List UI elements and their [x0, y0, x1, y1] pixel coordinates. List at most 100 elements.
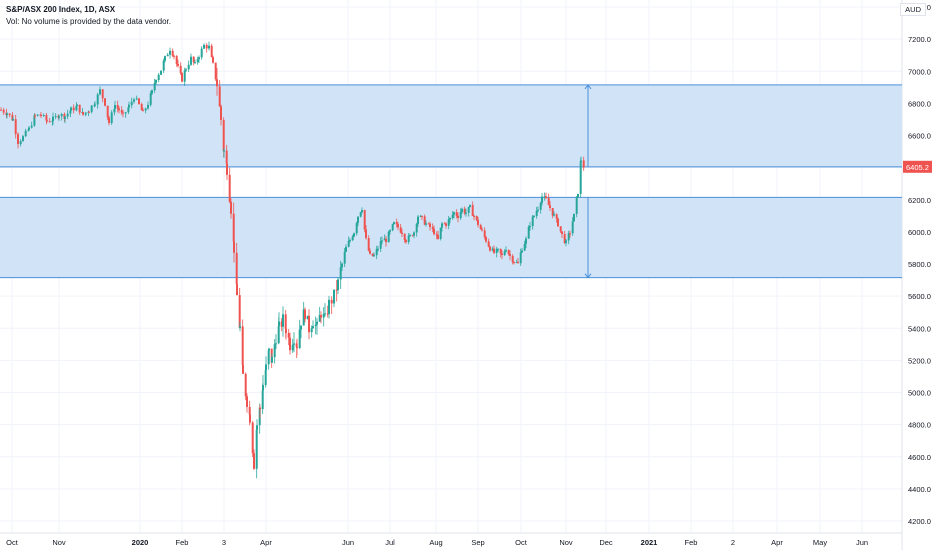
- candle-body: [429, 223, 431, 228]
- x-tick-label: May: [813, 538, 827, 547]
- candle-body: [437, 234, 439, 239]
- candle-body: [337, 279, 339, 291]
- candle-body: [241, 326, 244, 366]
- candle-body: [487, 241, 490, 247]
- candle-body: [419, 215, 422, 217]
- candle-body: [571, 221, 574, 234]
- candle-body: [251, 422, 254, 454]
- candle-body: [557, 218, 559, 227]
- candle-body: [407, 235, 410, 243]
- x-tick-label: 2020: [132, 538, 149, 547]
- candle-body: [6, 113, 8, 116]
- x-tick-label: Apr: [260, 538, 272, 547]
- candle-body: [580, 160, 582, 162]
- candle-body: [306, 315, 309, 320]
- candle-body: [455, 212, 458, 216]
- candle-body: [64, 116, 66, 119]
- candle-body: [513, 261, 515, 263]
- candle-body: [42, 114, 45, 116]
- candle-body: [232, 213, 235, 242]
- x-tick-label: Apr: [771, 538, 783, 547]
- candle-body: [19, 141, 22, 145]
- candle-body: [12, 119, 14, 121]
- candle-body: [347, 240, 350, 247]
- candle-body: [249, 414, 251, 423]
- candle-body: [475, 215, 478, 220]
- candle-body: [147, 104, 149, 109]
- y-tick-label: 6800.0: [908, 99, 931, 108]
- candle-body: [441, 223, 443, 228]
- candle-body: [361, 210, 363, 213]
- candle-body: [423, 216, 426, 225]
- candle-body: [239, 326, 241, 328]
- candle-body: [33, 115, 36, 126]
- candle-body: [69, 110, 72, 114]
- candle-body: [495, 248, 498, 253]
- candle-body: [185, 69, 187, 71]
- candle-body: [70, 107, 72, 111]
- candle-body: [575, 197, 578, 214]
- candle-body: [463, 208, 466, 214]
- y-tick-label: 7200.0: [908, 35, 931, 44]
- candle-body: [253, 453, 255, 469]
- candle-body: [391, 224, 394, 231]
- candle-body: [169, 50, 171, 55]
- candle-body: [491, 248, 494, 251]
- candle-body: [531, 216, 534, 227]
- candle-body: [190, 56, 192, 65]
- y-tick-label: 6000.0: [908, 228, 931, 237]
- time-axis[interactable]: Oct Nov 2020 Feb 3 Apr Jun Jul Aug Sep Oct Nov Dec 20…: [6, 538, 868, 547]
- candle-body: [130, 101, 133, 106]
- chart-title: S&P/ASX 200 Index, 1D, ASX: [6, 5, 116, 14]
- x-tick-label: Oct: [515, 538, 528, 547]
- candle-body: [289, 337, 291, 351]
- candle-body: [415, 223, 418, 233]
- candle-body: [535, 210, 538, 217]
- candle-body: [353, 233, 355, 237]
- candle-body: [389, 230, 391, 232]
- candle-body: [262, 385, 264, 391]
- candle-body: [46, 120, 48, 122]
- candle-body: [381, 240, 383, 242]
- candle-body: [489, 246, 491, 251]
- candle-body: [11, 115, 14, 121]
- candle-body: [124, 112, 127, 114]
- candle-body: [194, 62, 196, 64]
- y-tick-label: 4400.0: [908, 485, 931, 494]
- price-axis[interactable]: 7400.07200.07000.06800.06600.06400.06200…: [908, 3, 931, 526]
- currency-label[interactable]: AUD: [900, 3, 926, 16]
- candle-body: [75, 106, 78, 111]
- candle-body: [267, 350, 270, 365]
- candle-body: [341, 263, 343, 268]
- candle-body: [365, 229, 367, 238]
- candle-body: [533, 216, 535, 218]
- candle-body: [187, 64, 190, 70]
- candle-body: [501, 253, 503, 255]
- candle-body: [63, 114, 66, 119]
- candle-body: [84, 112, 87, 115]
- x-tick-label: Jun: [856, 538, 868, 547]
- candle-body: [114, 104, 116, 109]
- candle-body: [447, 219, 450, 226]
- candle-body: [427, 223, 430, 225]
- candle-body: [517, 262, 519, 264]
- candle-body: [291, 344, 294, 351]
- candle-body: [467, 206, 470, 213]
- candle-body: [521, 250, 523, 253]
- candle-body: [128, 105, 130, 108]
- candle-body: [369, 250, 371, 254]
- candle-body: [302, 309, 305, 326]
- candle-body: [559, 226, 562, 232]
- candle-body: [413, 232, 415, 236]
- candle-body: [116, 104, 119, 109]
- candle-body: [138, 98, 140, 104]
- candle-body: [171, 50, 174, 56]
- candle-body: [339, 267, 342, 280]
- last-price-badge: [903, 160, 932, 173]
- y-tick-label: 5200.0: [908, 356, 931, 365]
- y-tick-label: 6200.0: [908, 196, 931, 205]
- candle-body: [465, 212, 467, 214]
- candle-body: [52, 116, 54, 121]
- candle-body: [205, 44, 208, 49]
